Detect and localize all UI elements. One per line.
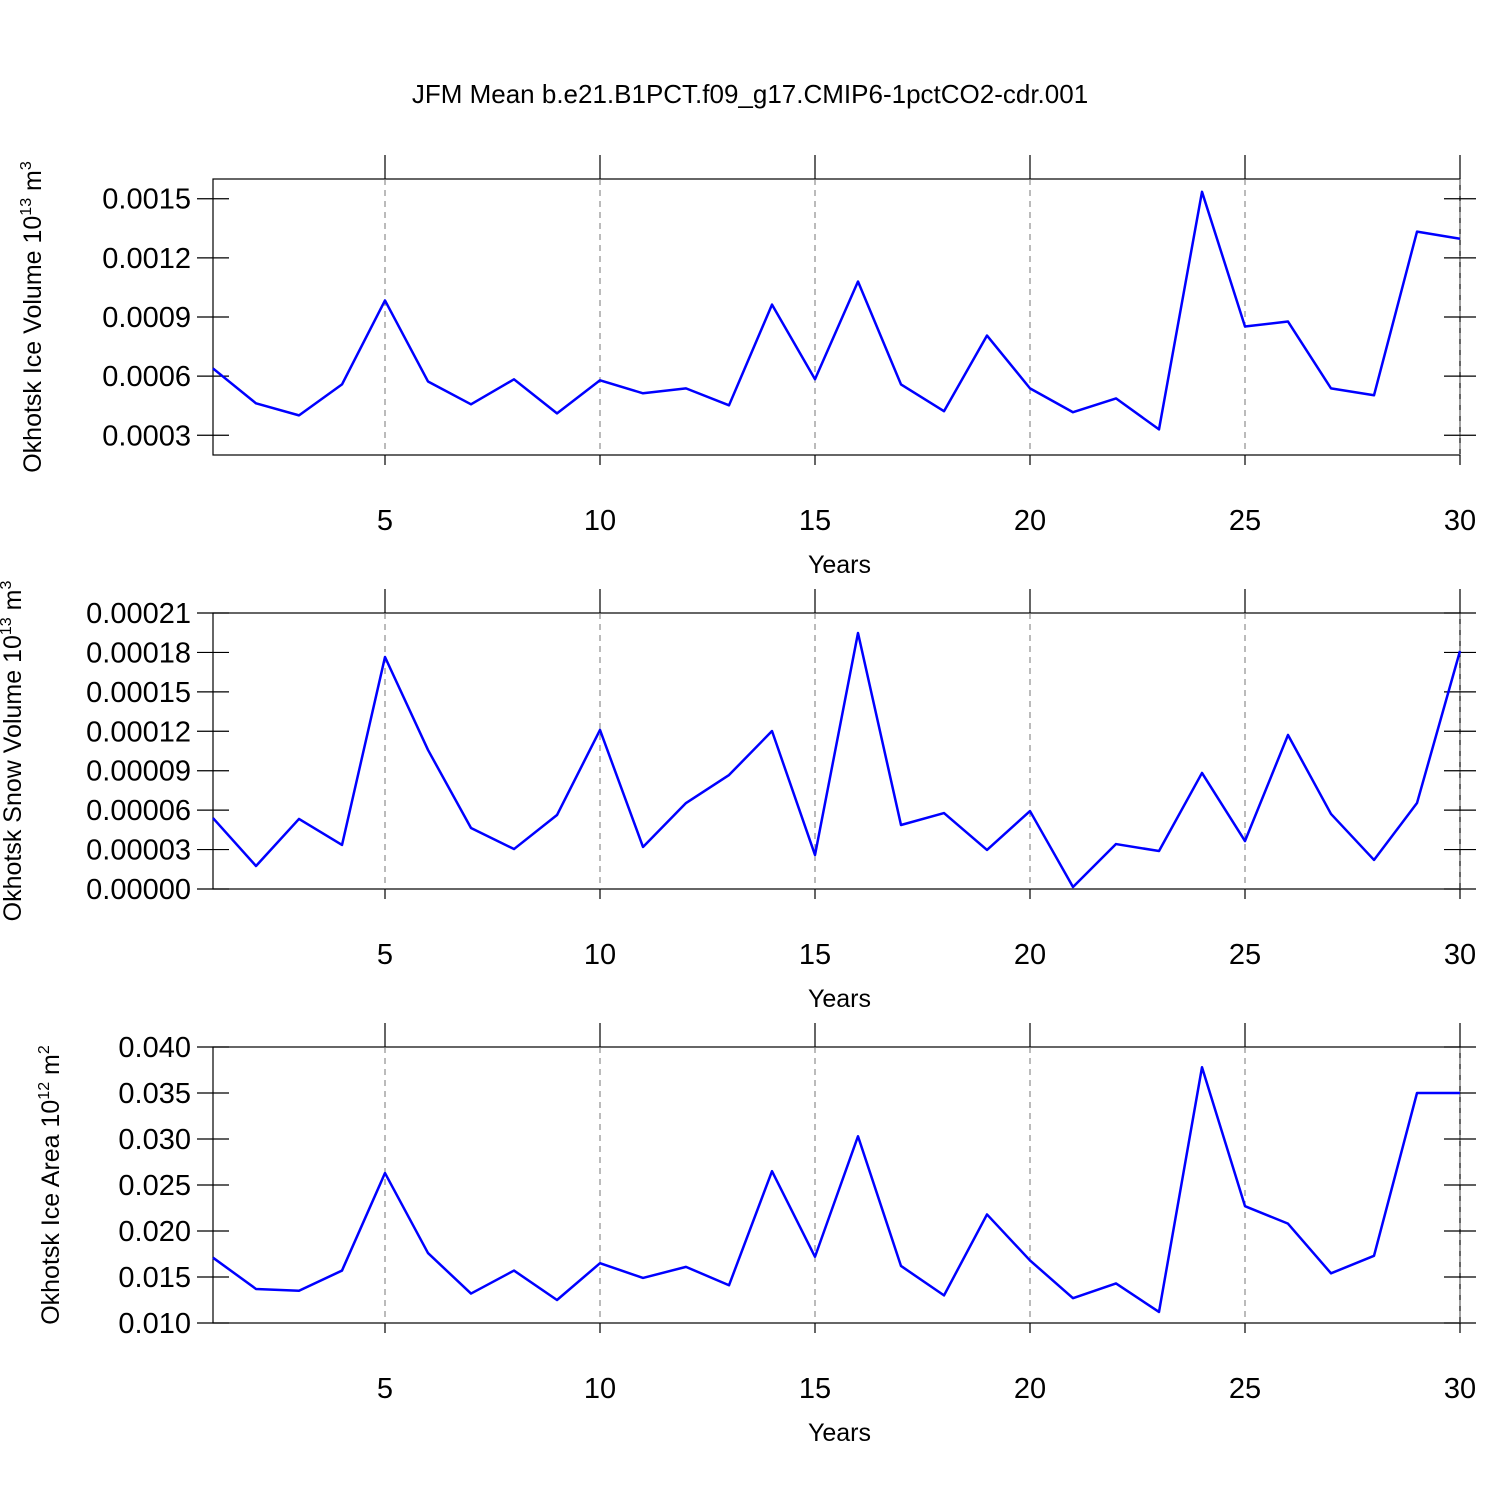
y-tick-label: 0.0006 — [102, 361, 191, 393]
y-axis-label: Okhotsk Ice Volume 1013 m3 — [18, 161, 47, 473]
x-tick-label: 15 — [799, 939, 831, 971]
y-axis-label: Okhotsk Snow Volume 1013 m3 — [0, 581, 27, 922]
x-axis-label: Years — [808, 1419, 871, 1447]
y-tick-label: 0.025 — [118, 1170, 191, 1202]
data-line — [212, 631, 1462, 889]
x-tick-label: 20 — [1014, 939, 1046, 971]
x-tick-label: 10 — [584, 1373, 616, 1405]
y-label-unit: m — [0, 590, 27, 618]
x-tick-label: 20 — [1014, 1373, 1046, 1405]
y-label-exponent: 12 — [36, 1082, 53, 1100]
panel: 5 10 15 20 25 30 0.00000 0.00003 0.00006 0.00009 0… — [0, 581, 1476, 1013]
x-tick-label: 30 — [1444, 939, 1476, 971]
x-tick-label: 5 — [377, 939, 393, 971]
y-label-unit-exponent: 2 — [36, 1045, 53, 1054]
y-tick-label: 0.00000 — [86, 874, 191, 906]
x-tick-label: 30 — [1444, 1373, 1476, 1405]
data-line — [212, 190, 1461, 431]
y-label-text: Okhotsk Ice Area 10 — [37, 1100, 65, 1325]
y-tick-label: 0.00021 — [86, 598, 191, 630]
panel: 5 10 15 20 25 30 0.0003 0.0006 0.0009 0.0012 0.001… — [18, 155, 1476, 579]
y-axis-label: Okhotsk Ice Area 1012 m2 — [36, 1045, 65, 1325]
y-tick-label: 0.0009 — [102, 302, 191, 334]
y-tick-label: 0.0015 — [102, 184, 191, 216]
y-tick-label: 0.010 — [118, 1308, 191, 1340]
plot-frame — [212, 1046, 1461, 1324]
y-tick-label: 0.035 — [118, 1078, 191, 1110]
y-label-text: Okhotsk Snow Volume 10 — [0, 635, 27, 921]
x-tick-label: 25 — [1229, 1373, 1261, 1405]
x-tick-label: 15 — [799, 505, 831, 537]
x-tick-label: 30 — [1444, 505, 1476, 537]
x-tick-label: 15 — [799, 1373, 831, 1405]
x-tick-label: 10 — [584, 939, 616, 971]
y-tick-label: 0.00012 — [86, 716, 191, 748]
y-tick-label: 0.00006 — [86, 795, 191, 827]
plot-frame — [212, 612, 1461, 890]
plot-frame — [212, 178, 1461, 456]
y-tick-label: 0.00015 — [86, 677, 191, 709]
y-tick-label: 0.0012 — [102, 243, 191, 275]
x-tick-label: 5 — [377, 1373, 393, 1405]
x-tick-label: 5 — [377, 505, 393, 537]
y-label-text: Okhotsk Ice Volume 10 — [19, 216, 47, 473]
panel: 5 10 15 20 25 30 0.010 0.015 0.020 0.025 0.030 0.03… — [36, 1023, 1476, 1447]
x-tick-label: 25 — [1229, 939, 1261, 971]
y-label-exponent: 13 — [18, 198, 35, 216]
y-tick-label: 0.00009 — [86, 756, 191, 788]
y-label-unit: m — [19, 170, 47, 198]
x-axis-label: Years — [808, 985, 871, 1013]
y-tick-label: 0.00003 — [86, 835, 191, 867]
y-label-unit-exponent: 3 — [0, 581, 15, 590]
y-label-unit: m — [37, 1054, 65, 1082]
figure-title: JFM Mean b.e21.B1PCT.f09_g17.CMIP6-1pctC… — [412, 79, 1088, 109]
x-tick-label: 20 — [1014, 505, 1046, 537]
y-tick-label: 0.020 — [118, 1216, 191, 1248]
x-tick-label: 25 — [1229, 505, 1261, 537]
data-line — [212, 1065, 1460, 1314]
y-label-unit-exponent: 3 — [18, 161, 35, 170]
y-tick-label: 0.0003 — [102, 420, 191, 452]
x-tick-label: 10 — [584, 505, 616, 537]
y-tick-label: 0.040 — [118, 1032, 191, 1064]
y-tick-label: 0.030 — [118, 1124, 191, 1156]
y-label-exponent: 13 — [0, 617, 15, 635]
y-tick-label: 0.015 — [118, 1262, 191, 1294]
y-tick-label: 0.00018 — [86, 637, 191, 669]
x-axis-label: Years — [808, 551, 871, 579]
